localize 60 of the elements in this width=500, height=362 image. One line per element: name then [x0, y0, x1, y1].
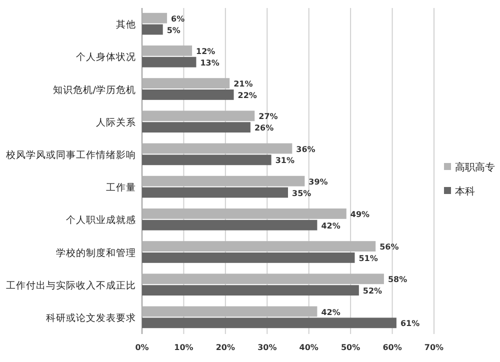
y-tick-label: 工作量: [106, 182, 136, 194]
data-label: 31%: [275, 156, 294, 166]
y-tick-label: 人际关系: [96, 116, 136, 128]
data-label: 61%: [400, 319, 420, 328]
bar: [142, 274, 384, 284]
y-tick-label: 个人身体状况: [76, 51, 136, 64]
y-tick-label: 科研或论文发表要求: [46, 312, 136, 324]
data-label: 6%: [171, 14, 185, 24]
data-label: 52%: [362, 286, 382, 296]
x-tick-label: 20%: [216, 343, 236, 352]
bar: [142, 143, 292, 154]
data-label: 42%: [321, 221, 340, 230]
x-tick-label: 40%: [299, 343, 318, 352]
bar: [142, 56, 196, 68]
x-tick-label: 0%: [135, 343, 149, 352]
bar: [142, 252, 355, 263]
y-tick-label: 校风学风或同事工作情绪影响: [5, 149, 136, 162]
bar: [142, 90, 234, 100]
bar: [142, 318, 396, 328]
data-label: 51%: [358, 254, 378, 264]
bar: [142, 220, 318, 230]
data-label: 35%: [292, 188, 312, 198]
x-tick-label: 50%: [340, 343, 360, 352]
bar: [142, 154, 272, 166]
y-tick-label: 工作付出与实际收入不成正比: [6, 279, 136, 292]
data-label: 49%: [350, 210, 370, 219]
data-label: 36%: [296, 144, 316, 154]
data-label: 5%: [166, 26, 180, 35]
bar: [142, 306, 318, 317]
y-tick-label: 个人职业成就感: [66, 214, 136, 226]
data-label: 56%: [380, 242, 399, 252]
legend-label: 高职高专: [455, 162, 495, 174]
bar: [142, 241, 376, 252]
bar: [142, 110, 255, 122]
x-tick-label: 30%: [258, 343, 277, 352]
data-label: 13%: [200, 58, 220, 68]
data-label: 26%: [254, 124, 274, 133]
x-tick-label: 70%: [424, 343, 444, 352]
bar: [142, 187, 288, 198]
bar: [142, 285, 359, 296]
y-tick-label: 其他: [116, 18, 136, 31]
y-tick-label: 学校的制度和管理: [56, 246, 136, 259]
x-tick-label: 10%: [174, 343, 194, 352]
bar: [142, 122, 250, 133]
bar: [142, 24, 163, 35]
bar: [142, 45, 192, 56]
data-label: 42%: [321, 308, 340, 317]
bar: [142, 176, 305, 186]
data-label: 12%: [196, 46, 216, 56]
data-label: 58%: [388, 275, 408, 284]
bar: [142, 208, 346, 219]
y-tick-label: 知识危机/学历危机: [52, 84, 136, 96]
data-label: 21%: [234, 80, 253, 89]
bar: [142, 78, 230, 88]
bar: [142, 12, 168, 24]
x-tick-label: 60%: [382, 343, 402, 352]
data-label: 27%: [258, 112, 278, 122]
data-label: 22%: [238, 91, 257, 100]
data-label: 39%: [308, 177, 328, 186]
legend-label: 本科: [455, 186, 475, 198]
